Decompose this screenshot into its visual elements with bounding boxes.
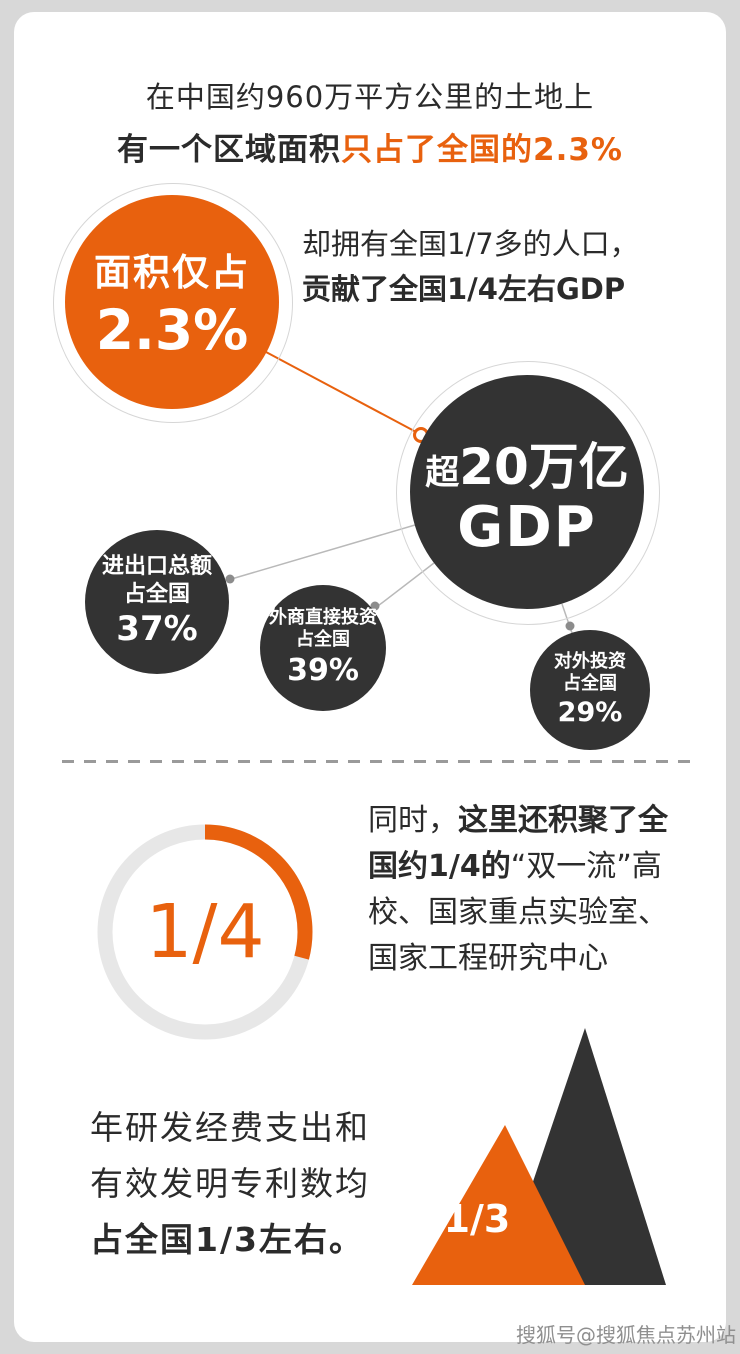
connector-area-to-gdp: [265, 351, 419, 434]
intro-line2: 贡献了全国1/4左右GDP: [302, 272, 626, 306]
third-line3: 占全国1/3左右。: [90, 1220, 364, 1259]
gdp-unit-label: GDP: [457, 495, 597, 560]
gdp-bubble: 超 20万亿 GDP: [410, 375, 644, 609]
header-line1: 在中国约960万平方公里的土地上: [145, 80, 595, 114]
intro-text: 却拥有全国1/7多的人口， 贡献了全国1/4左右GDP: [302, 222, 708, 312]
mountains-graphic: 1/3: [412, 1028, 666, 1285]
third-line1: 年研发经费支出和: [90, 1108, 370, 1147]
stat-title: 进出口总额: [101, 554, 212, 580]
stat-bubble-foreign-investment: 外商直接投资 占全国 39%: [260, 585, 386, 711]
quarter-lead: 同时，: [368, 803, 458, 838]
stat-subtitle: 占全国: [296, 629, 350, 651]
intro-line1: 却拥有全国1/7多的人口，: [302, 227, 639, 261]
watermark: 搜狐号@搜狐焦点苏州站: [516, 1323, 736, 1347]
header-line2: 有一个区域面积只占了全国的2.3%: [14, 124, 726, 169]
dashed-divider: [62, 760, 690, 763]
connector-gdp-to-imports: [227, 524, 416, 581]
connector-gdp-to-odi-node: [565, 621, 575, 631]
third-fraction: 1/3: [444, 1197, 511, 1241]
area-bubble-ring: [53, 183, 293, 423]
stat-title: 外商直接投资: [269, 606, 377, 628]
donut-arc: [97, 824, 313, 1040]
area-bubble-value: 2.3%: [95, 298, 249, 362]
gdp-bubble-value-line: 超 20万亿: [425, 427, 629, 499]
quarter-fraction: 1/4: [145, 889, 265, 975]
stat-subtitle: 占全国: [563, 673, 617, 695]
third-line2: 有效发明专利数均: [90, 1164, 370, 1203]
stat-title: 对外投资: [554, 650, 626, 672]
stat-subtitle: 占全国: [123, 581, 190, 607]
header-line2-dark: 有一个区域面积: [117, 132, 341, 168]
quarter-bold: 这里还积聚了全国约1/4的: [368, 803, 668, 884]
gdp-prefix: 超: [425, 453, 460, 493]
quarter-text: 同时，这里还积聚了全国约1/4的“双一流”高校、国家重点实验室、国家工程研究中心: [368, 798, 692, 982]
stat-value: 29%: [557, 696, 623, 728]
quarter-donut-chart: [97, 824, 313, 1040]
orange-mountain: [412, 1125, 585, 1285]
stat-bubble-outbound-investment: 对外投资 占全国 29%: [530, 630, 650, 750]
stat-value: 39%: [287, 652, 359, 688]
third-text: 年研发经费支出和 有效发明专利数均 占全国1/3左右。: [90, 1100, 370, 1268]
gdp-value: 20万亿: [459, 438, 629, 496]
header-line2-accent: 只占了全国的2.3%: [341, 132, 623, 168]
gdp-bubble-ring: [396, 361, 660, 625]
area-bubble-label: 面积仅占: [94, 251, 250, 294]
stat-bubble-imports-exports: 进出口总额 占全国 37%: [85, 530, 229, 674]
area-bubble: 面积仅占 2.3%: [65, 195, 279, 409]
infographic-card: 在中国约960万平方公里的土地上 有一个区域面积只占了全国的2.3% 面积仅占 …: [14, 12, 726, 1342]
connector-gdp-to-imports-node: [225, 574, 235, 584]
stat-value: 37%: [116, 609, 198, 650]
quarter-rest: “双一流”高校、国家重点实验室、国家工程研究中心: [368, 849, 668, 976]
